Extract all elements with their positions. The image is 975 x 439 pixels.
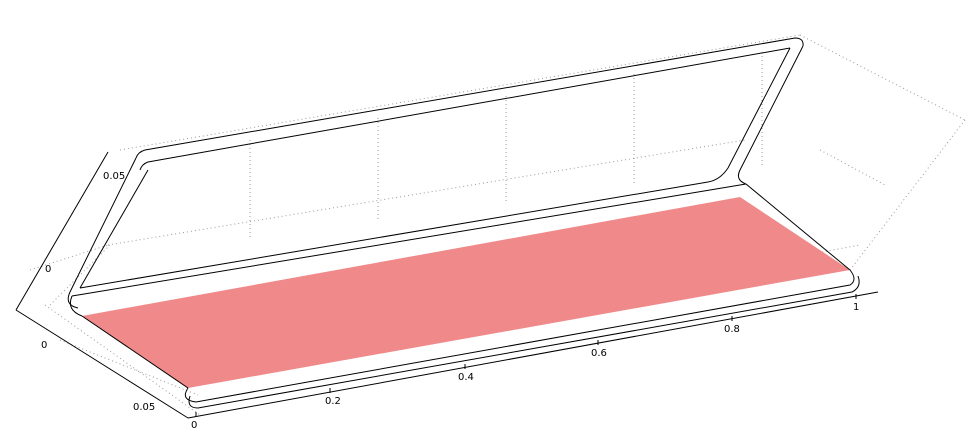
geometry-outline [67, 37, 860, 409]
tick-labels: 0 0.2 0.4 0.6 0.8 1 0 0.05 0 0.05 [41, 171, 859, 431]
x-tick-label: 0.4 [458, 372, 474, 383]
z-axis-line [15, 151, 109, 311]
grid-lines [29, 34, 966, 416]
x-tick-label: 0.2 [325, 396, 341, 407]
x-tick-label: 0 [191, 420, 197, 431]
y-axis-line [15, 309, 189, 419]
y-tick-label: 0.05 [133, 402, 155, 413]
x-tick-label: 0.8 [724, 324, 740, 335]
y-tick-label: 0 [41, 340, 47, 351]
x-tick-label: 1 [853, 302, 859, 313]
z-tick-label: 0.05 [103, 171, 125, 182]
x-axis-line [187, 291, 879, 419]
x-tick-label: 0.6 [591, 348, 607, 359]
axes [15, 151, 879, 419]
z-tick-label: 0 [45, 264, 51, 275]
highlighted-bottom-face[interactable] [82, 197, 850, 388]
